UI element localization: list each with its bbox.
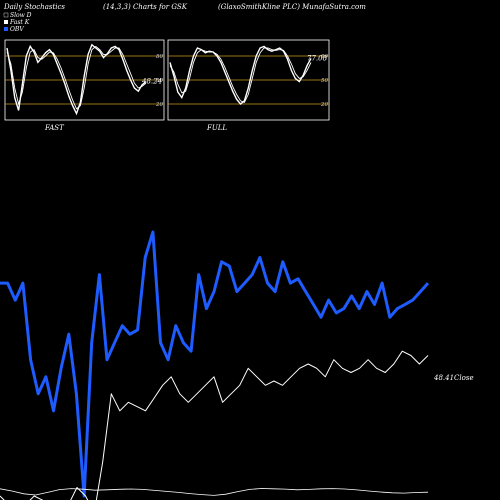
full-series-full-d — [169, 47, 312, 103]
close-value-label: 48.41Close — [433, 374, 474, 382]
legend-label-obv: OBV — [10, 26, 24, 33]
full-stochastic-panel: 80 50 20 77.08 — [167, 39, 330, 121]
header-middle: (14,3,3) Charts for GSK — [103, 3, 188, 11]
legend-swatch-obv — [4, 27, 8, 31]
close-price-line — [0, 350, 429, 500]
bottom-stochastic-trace — [0, 488, 429, 496]
full-level-label-20: 20 — [320, 102, 328, 108]
fast-series-fast-k — [6, 43, 147, 116]
full-level-label-80: 80 — [321, 54, 328, 60]
fast-series-slow-d — [6, 45, 147, 110]
legend: Slow D Fast K OBV — [3, 12, 32, 33]
fast-stochastic-panel: 80 50 20 48.24 — [4, 39, 165, 121]
legend-label-slow-d: Slow D — [10, 12, 32, 19]
main-obv-price-panel — [0, 230, 430, 500]
header-right: (GlaxoSmithKline PLC) MunafaSutra.com — [218, 3, 366, 11]
full-series-full-k — [169, 45, 312, 105]
legend-swatch-fast-k — [4, 20, 8, 24]
legend-swatch-slow-d — [3, 12, 9, 18]
fast-level-label-50: 50 — [156, 78, 163, 84]
fast-panel-caption: FAST — [44, 124, 65, 132]
full-last-value-label: 77.08 — [307, 54, 328, 62]
full-level-label-50: 50 — [321, 78, 328, 84]
legend-label-fast-k: Fast K — [9, 19, 30, 26]
fast-level-label-20: 20 — [155, 102, 163, 108]
obv-line — [0, 230, 430, 498]
full-panel-caption: FULL — [206, 124, 227, 132]
header-left: Daily Stochastics — [3, 3, 65, 11]
fast-level-label-80: 80 — [156, 54, 163, 60]
fast-last-value-label: 48.24 — [141, 78, 162, 86]
